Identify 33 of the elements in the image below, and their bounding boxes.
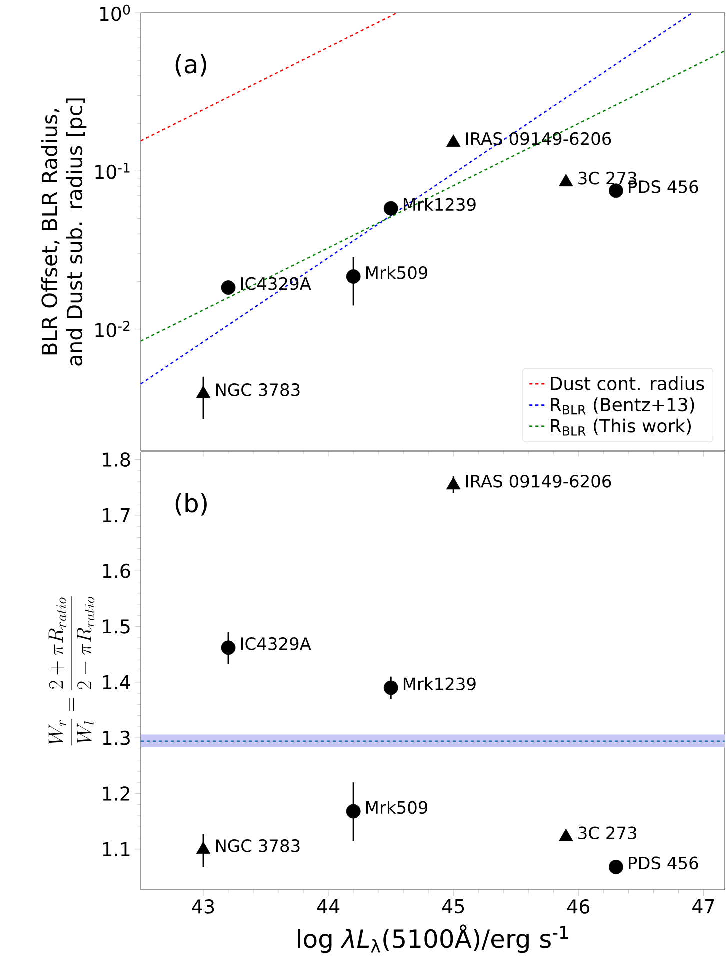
x-tick-label: 43 <box>192 900 214 914</box>
annotation: Mrk509 <box>366 800 428 814</box>
y-tick-label: 1.8 <box>103 452 130 467</box>
x-tick-label: 46 <box>568 900 590 914</box>
y-tick-label: 1.6 <box>103 564 130 578</box>
y-axis-title: BLR Offset, BLR Radius, and Dust sub. radius [pc] <box>41 98 87 366</box>
text: (a) <box>176 54 206 77</box>
x-tick-label: 47 <box>692 900 714 914</box>
annotation: 3C 273 <box>578 826 637 840</box>
annotation: Mrk1239 <box>404 677 476 691</box>
y-tick-label: 1.4 <box>103 675 130 690</box>
annotation: IC4329A <box>241 637 312 650</box>
text: (b) <box>176 493 207 516</box>
y-tick-label: 1.7 <box>103 508 130 522</box>
annotation: IRAS 09149-6206 <box>466 474 612 488</box>
x-tick-label: 45 <box>442 900 464 914</box>
annotation: Mrk509 <box>366 266 428 280</box>
y-tick-label: 1.5 <box>103 620 130 634</box>
y-tick-label: 10$^{0}$ <box>100 4 130 22</box>
x-tick-label: 44 <box>317 900 340 914</box>
annotation: NGC 3783 <box>216 384 300 396</box>
y-axis-title: $\frac{W_r}{W_l} = \frac{2+\pi R_{ratio}}{2-\pi R_{ratio}}$ <box>48 596 95 746</box>
y-tick-label: 10$^{-1}$ <box>96 163 130 180</box>
annotation: NGC 3783 <box>216 840 300 852</box>
y-tick-label: 1.3 <box>103 730 130 746</box>
legend-label: Dust cont. radius <box>551 376 704 390</box>
y-tick-label: 1.1 <box>103 842 130 856</box>
legend-label: R$_{BLR}$ (Bentz+13) <box>551 398 694 415</box>
annotation: PDS 456 <box>629 856 698 870</box>
y-tick-label: 1.2 <box>103 786 130 801</box>
y-tick-label: 10$^{-2}$ <box>96 321 130 338</box>
legend-label: R$_{BLR}$ (This work) <box>551 418 692 436</box>
x-axis-title: log λL$_{λ}$(5100Å)/erg s$^{-1}$ <box>298 924 568 954</box>
